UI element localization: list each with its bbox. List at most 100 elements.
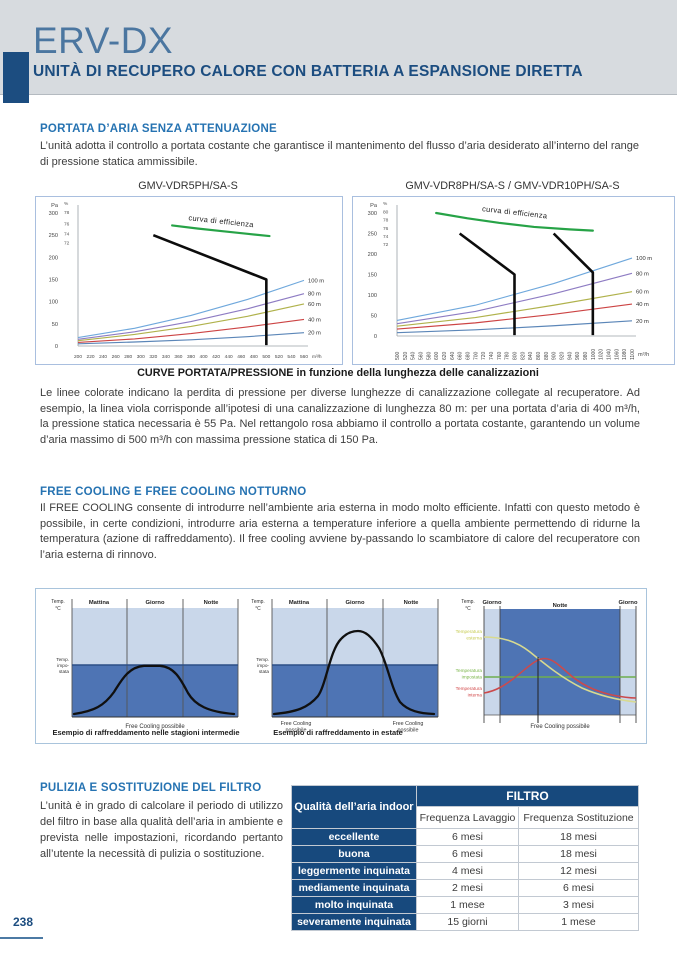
air-quality-header: Qualità dell’aria indoor: [291, 785, 417, 829]
header-accent-square: [3, 52, 29, 103]
svg-text:480: 480: [250, 354, 258, 360]
svg-text:1060: 1060: [614, 349, 620, 360]
svg-text:possibile: possibile: [398, 728, 419, 734]
svg-text:250: 250: [368, 232, 377, 238]
svg-text:curva di efficienza: curva di efficienza: [188, 213, 255, 229]
svg-text:240: 240: [99, 354, 107, 360]
svg-text:100 m: 100 m: [308, 278, 324, 284]
svg-text:380: 380: [187, 354, 195, 360]
svg-text:100 m: 100 m: [636, 256, 652, 262]
external-temperature-curve: [483, 636, 637, 703]
svg-text:200: 200: [49, 255, 58, 261]
temp-axis-label: Temp.: [251, 599, 265, 605]
svg-text:stata: stata: [59, 669, 70, 674]
svg-text:100: 100: [368, 293, 377, 299]
svg-text:impostata: impostata: [462, 675, 483, 680]
svg-text:60 m: 60 m: [308, 302, 321, 308]
svg-text:°C: °C: [55, 606, 61, 612]
svg-text:esterna: esterna: [466, 636, 482, 641]
svg-text:740: 740: [489, 351, 495, 360]
svg-text:Pa: Pa: [370, 203, 378, 209]
section-heading-filtro: PULIZIA E SOSTITUZIONE DEL FILTRO: [40, 782, 262, 794]
sostituzione-cell: 18 mesi: [518, 828, 639, 846]
svg-text:540: 540: [411, 351, 417, 360]
header-band: [0, 0, 677, 95]
sostituzione-cell: 12 mesi: [518, 862, 639, 880]
filtro-group-header: FILTRO: [416, 785, 639, 807]
svg-text:720: 720: [481, 351, 487, 360]
svg-text:m³/h: m³/h: [312, 354, 322, 360]
svg-text:°C: °C: [255, 606, 261, 612]
svg-text:curva di efficienza: curva di efficienza: [482, 204, 549, 220]
svg-text:80 m: 80 m: [308, 292, 321, 298]
sostituzione-cell: 3 mesi: [518, 896, 639, 914]
chart1-title: GMV-VDR5PH/SA-S: [138, 180, 238, 192]
sostituzione-cell: 1 mese: [518, 913, 639, 931]
svg-text:680: 680: [466, 351, 472, 360]
svg-text:300: 300: [368, 211, 377, 217]
charts-caption: CURVE PORTATA/PRESSIONE in funzione dell…: [137, 367, 539, 379]
svg-text:260: 260: [112, 354, 120, 360]
top-label-giorno-right: Giorno: [619, 600, 638, 606]
svg-text:80: 80: [383, 209, 389, 215]
setpoint-label: Temp.: [256, 657, 269, 662]
filtro-paragraph: L’unità è in grado di calcolare il perio…: [40, 800, 283, 860]
svg-text:100: 100: [49, 300, 58, 306]
svg-text:200: 200: [368, 252, 377, 258]
diagram1-caption: Esempio di raffreddamento nelle stagioni…: [52, 728, 240, 737]
temperature-curve: [72, 664, 236, 716]
free-cooling-label: Free Cooling possibile: [530, 724, 590, 730]
svg-text:500: 500: [395, 351, 401, 360]
table-header-row: Qualità dell’aria indoor FILTRO: [291, 785, 639, 829]
svg-text:%: %: [64, 201, 69, 207]
svg-text:20 m: 20 m: [308, 331, 321, 337]
air-quality-cell: buona: [291, 845, 417, 863]
lavaggio-cell: 6 mesi: [416, 828, 519, 846]
col-label-giorno: Giorno: [146, 600, 165, 606]
section-heading-freecooling: FREE COOLING E FREE COOLING NOTTURNO: [40, 486, 307, 498]
svg-text:stata: stata: [259, 669, 270, 674]
col-label-mattina: Mattina: [89, 600, 110, 606]
svg-text:1040: 1040: [607, 349, 613, 360]
svg-text:900: 900: [552, 351, 558, 360]
free-cooling-label-left: Free Cooling: [281, 721, 312, 727]
svg-text:1000: 1000: [591, 349, 597, 360]
top-label-notte: Notte: [553, 603, 569, 609]
svg-text:0: 0: [374, 334, 377, 340]
svg-text:420: 420: [212, 354, 220, 360]
svg-text:72: 72: [64, 240, 70, 246]
table-subheader-row: Frequenza Lavaggio Frequenza Sostituzion…: [292, 806, 639, 829]
svg-text:560: 560: [300, 354, 308, 360]
temp-axis-label: Temp.: [461, 599, 475, 605]
table-row: eccellente 6 mesi 18 mesi: [291, 828, 639, 846]
air-quality-cell: eccellente: [291, 828, 417, 846]
top-label-giorno-left: Giorno: [483, 600, 502, 606]
svg-text:800: 800: [513, 351, 519, 360]
svg-text:780: 780: [505, 351, 511, 360]
col-label-notte: Notte: [404, 600, 420, 606]
col-label-giorno: Giorno: [346, 600, 365, 606]
svg-text:150: 150: [49, 278, 58, 284]
svg-text:440: 440: [225, 354, 233, 360]
svg-text:74: 74: [64, 231, 70, 237]
svg-text:1080: 1080: [622, 349, 628, 360]
temperature-curve: [272, 629, 436, 716]
table-row: mediamente inquinata 2 mesi 6 mesi: [291, 879, 639, 897]
svg-text:500: 500: [262, 354, 270, 360]
svg-text:impo-: impo-: [57, 663, 69, 668]
svg-text:interna: interna: [468, 693, 483, 698]
svg-text:940: 940: [567, 351, 573, 360]
svg-text:360: 360: [174, 354, 182, 360]
footer-rule: [0, 937, 43, 939]
table-row: molto inquinata 1 mese 3 mesi: [291, 896, 639, 914]
freecooling-diagram-intermediate: Temp. °C Mattina Giorno Notte Temp. impo…: [51, 599, 239, 730]
pressure-chart-vdr8-10-box: Pa 0 50 100 150 200 250 300% 80 78 76 74 72 500 520 540…: [352, 196, 675, 365]
svg-text:980: 980: [583, 351, 589, 360]
col-header-lavaggio: Frequenza Lavaggio: [416, 806, 519, 829]
air-quality-cell: molto inquinata: [291, 896, 417, 914]
svg-text:m³/h: m³/h: [638, 352, 649, 358]
svg-text:600: 600: [434, 351, 440, 360]
page-title: ERV-DX: [33, 20, 174, 61]
svg-text:320: 320: [149, 354, 157, 360]
svg-text:400: 400: [200, 354, 208, 360]
